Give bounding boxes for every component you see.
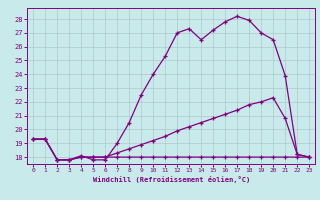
X-axis label: Windchill (Refroidissement éolien,°C): Windchill (Refroidissement éolien,°C) — [92, 176, 250, 183]
